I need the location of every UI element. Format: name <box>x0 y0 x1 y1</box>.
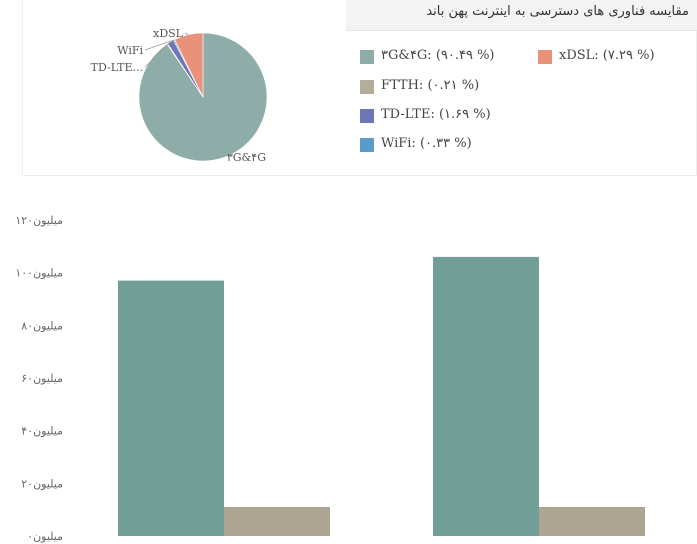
pie-callout-label-0: ۳G&۴G <box>227 151 266 164</box>
legend-label: TD-LTE: (۱.۶۹ %) <box>381 107 491 122</box>
pie-callout-line-3 <box>144 39 175 51</box>
y-tick-label-0: ۰میلیون <box>27 530 63 543</box>
pie-callout-label-3: WiFi <box>117 44 143 57</box>
bar-0-0 <box>118 280 224 536</box>
pie-callout-line-4 <box>184 32 189 36</box>
y-tick-label-3: ۶۰میلیون <box>21 372 63 385</box>
legend-label: xDSL: (۷.۲۹ %) <box>559 48 655 63</box>
bar-0-1 <box>224 507 330 536</box>
legend-label: FTTH: (۰.۲۱ %) <box>381 78 480 93</box>
legend-label: ۳G&۴G: (۹۰.۴۹ %) <box>381 48 495 63</box>
pie-chart: ۳G&۴G TD-LTE... WiFi xDSL <box>91 27 268 164</box>
bar-1-0 <box>433 256 539 536</box>
y-tick-label-4: ۸۰میلیون <box>21 319 63 332</box>
y-tick-label-6: ۱۲۰میلیون <box>15 214 63 227</box>
pie-slice-4 <box>174 32 204 98</box>
legend-swatch <box>360 50 374 64</box>
pie-callout-label-4: xDSL <box>153 27 184 40</box>
bar-1-1 <box>539 507 645 536</box>
legend-swatch <box>360 109 374 123</box>
pie-callout-label-2: TD-LTE... <box>91 61 143 74</box>
legend-label: WiFi: (۰.۳۳ %) <box>381 136 472 151</box>
y-tick-label-2: ۴۰میلیون <box>21 425 63 438</box>
legend-swatch <box>360 80 374 94</box>
y-tick-label-1: ۲۰میلیون <box>21 477 63 490</box>
legend-swatch <box>538 50 552 64</box>
bar-chart: ۰میلیون ۲۰میلیون ۴۰میلیون ۶۰میلیون ۸۰میلیون ۱… <box>15 214 645 543</box>
pie-callout-line-2 <box>144 41 171 68</box>
y-tick-label-5: ۱۰۰میلیون <box>15 267 63 280</box>
chart-title: مقایسه فناوری های دسترسی به اینترنت پهن … <box>426 4 689 19</box>
chart-title-box: مقایسه فناوری های دسترسی به اینترنت پهن … <box>346 0 697 31</box>
legend-swatch <box>360 138 374 152</box>
